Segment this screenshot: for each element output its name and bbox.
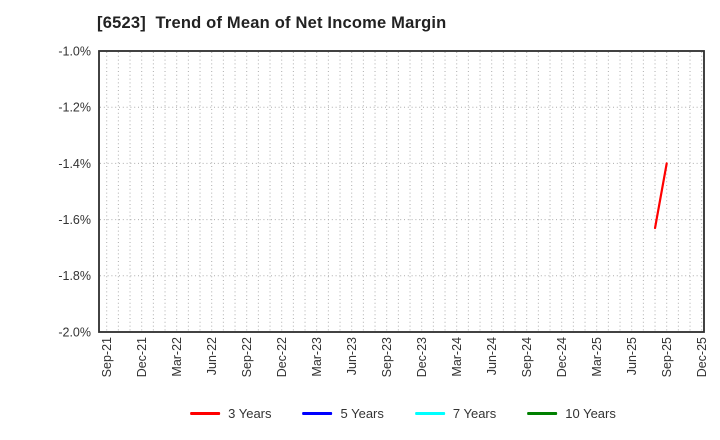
x-tick-label: Sep-24	[520, 337, 534, 377]
legend-item-5-years: 5 Years	[302, 406, 384, 421]
y-tick-label: -1.6%	[58, 213, 91, 227]
legend-swatch	[414, 412, 445, 415]
x-tick-label: Sep-23	[380, 337, 394, 377]
x-gridlines	[106, 52, 703, 331]
x-tick-label: Dec-21	[135, 337, 149, 377]
x-tick-label: Dec-25	[695, 337, 709, 377]
y-tick-label: -1.4%	[58, 157, 91, 171]
x-tick-label: Jun-23	[345, 337, 359, 375]
y-tick-label: -2.0%	[58, 325, 91, 339]
series-line-3-years	[653, 162, 668, 230]
legend-label: 10 Years	[565, 406, 616, 421]
legend-item-7-years: 7 Years	[414, 406, 497, 421]
x-tick-label: Dec-24	[555, 337, 569, 377]
x-tick-label: Sep-25	[660, 337, 674, 377]
legend-label: 3 Years	[228, 406, 272, 421]
legend-label: 7 Years	[452, 406, 497, 421]
legend-label: 5 Years	[340, 406, 384, 421]
y-axis-labels: -1.0% -1.2% -1.4% -1.6% -1.8% -2.0%	[58, 44, 91, 339]
x-tick-label: Jun-24	[485, 337, 499, 375]
x-tick-label: Sep-22	[240, 337, 254, 377]
x-axis-labels: Sep-21 Dec-21 Mar-22 Jun-22 Sep-22 Dec-22 Mar-…	[100, 337, 709, 377]
x-tick-label: Dec-22	[275, 337, 289, 377]
x-tick-label: Dec-23	[415, 337, 429, 377]
y-tick-label: -1.0%	[58, 44, 91, 58]
x-tick-label: Mar-25	[590, 337, 604, 377]
x-tick-label: Mar-23	[310, 337, 324, 377]
x-tick-label: Mar-24	[450, 337, 464, 377]
chart-title: [6523] Trend of Mean of Net Income Margi…	[97, 14, 447, 32]
legend-swatch	[302, 412, 333, 415]
legend: 3 Years 5 Years 7 Years 10 Years	[190, 406, 616, 421]
legend-item-3-years: 3 Years	[190, 406, 272, 421]
plot-border	[98, 50, 705, 333]
y-tick-label: -1.2%	[58, 101, 91, 115]
x-tick-label: Mar-22	[170, 337, 184, 377]
y-tick-label: -1.8%	[58, 269, 91, 283]
legend-item-10-years: 10 Years	[527, 406, 616, 421]
legend-swatch	[190, 412, 221, 415]
x-tick-label: Sep-21	[100, 337, 114, 377]
legend-swatch	[527, 412, 558, 415]
plot-area: -1.0% -1.2% -1.4% -1.6% -1.8% -2.0% Sep-21 Dec-…	[58, 44, 709, 377]
y-gridlines	[100, 106, 703, 277]
x-tick-label: Jun-25	[625, 337, 639, 375]
x-tick-label: Jun-22	[205, 337, 219, 375]
